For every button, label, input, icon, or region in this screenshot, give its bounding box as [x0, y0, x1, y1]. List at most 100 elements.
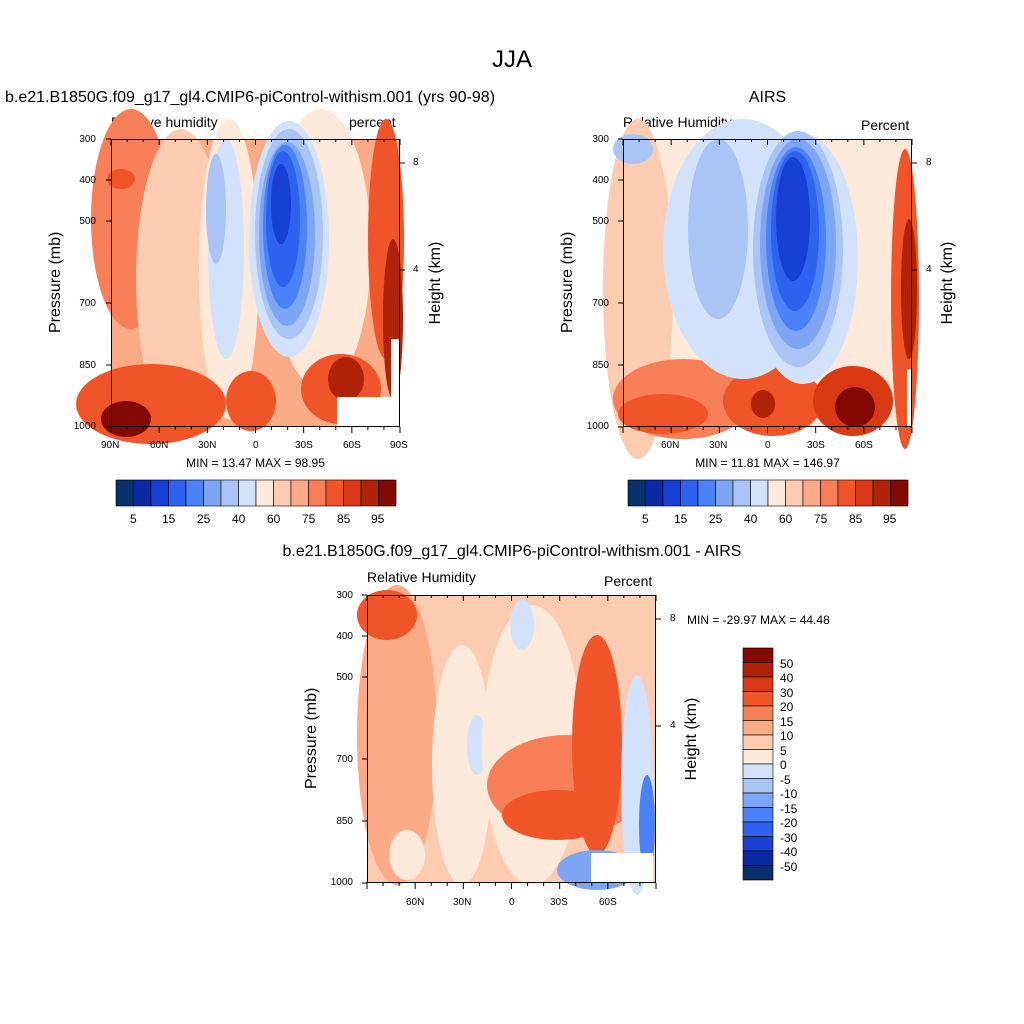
panel3-lat-tick: 60S: [599, 897, 617, 908]
panel1-colorbar-label: 95: [371, 512, 385, 526]
rh-contour-region: [751, 390, 775, 418]
panel2-ylabel-right: Height (km): [939, 241, 956, 325]
panel1-contour-plot: [76, 109, 405, 444]
panel2-lat-tick: 30N: [709, 440, 728, 451]
colorbar-swatch: [742, 836, 774, 852]
panel1-colorbar-label: 75: [302, 512, 316, 526]
panel3-lat-tick: 60N: [406, 897, 425, 908]
colorbar-swatch: [238, 479, 257, 507]
panel3-colorbar-label: 40: [780, 671, 794, 685]
rh-diff-contour-region: [510, 600, 534, 650]
panel3-right-label: Percent: [604, 573, 653, 589]
colorbar-swatch: [750, 479, 769, 507]
colorbar-swatch: [662, 479, 681, 507]
panel2-min-max: MIN = 11.81 MAX = 146.97: [695, 456, 840, 470]
panel1-lat-tick: 90N: [101, 440, 120, 451]
panel2-colorbar-label: 15: [674, 512, 688, 526]
colorbar-swatch: [742, 705, 774, 721]
panel1-colorbar-label: 85: [337, 512, 351, 526]
panel3-colorbar-label: -50: [780, 860, 798, 874]
panel3-colorbar-label: -30: [780, 831, 798, 845]
colorbar-swatch: [802, 479, 821, 507]
panel2-colorbar-label: 40: [744, 512, 758, 526]
colorbar-swatch: [133, 479, 152, 507]
colorbar-swatch: [742, 647, 774, 663]
panel1-lat-tick: 30S: [295, 440, 313, 451]
colorbar-swatch: [890, 479, 909, 507]
panel3-lat-tick: 30S: [550, 897, 568, 908]
panel3-pressure-tick: 700: [336, 754, 353, 765]
rh-contour-region: [76, 364, 226, 444]
panel3-pressure-tick: 500: [336, 672, 353, 683]
panel1-ylabel: Pressure (mb): [47, 231, 64, 333]
panel2-height-tick: 4: [926, 264, 932, 275]
panel3-title: b.e21.B1850G.f09_g17_gl4.CMIP6-piControl…: [282, 543, 742, 560]
panel3-colorbar-label: 10: [780, 729, 794, 743]
colorbar-swatch: [185, 479, 204, 507]
panel3-colorbar-label: 50: [780, 657, 794, 671]
panel3-colorbar-label: -5: [780, 773, 791, 787]
rh-diff-contour-region: [389, 830, 425, 880]
axis-frame: [362, 594, 661, 889]
colorbar-swatch: [742, 720, 774, 736]
colorbar-swatch: [645, 479, 664, 507]
panel1-pressure-tick: 400: [79, 175, 96, 186]
colorbar-swatch: [168, 479, 187, 507]
rh-contour-region: [226, 371, 276, 431]
colorbar-swatch: [150, 479, 169, 507]
panel3-min-max: MIN = -29.97 MAX = 44.48: [687, 613, 830, 627]
panel3-colorbar-label: 15: [780, 715, 794, 729]
missing-data-mask: [337, 397, 395, 427]
panel2-ylabel: Pressure (mb): [559, 231, 576, 333]
colorbar-swatch: [255, 479, 274, 507]
colorbar-swatch: [360, 479, 379, 507]
panel3-pressure-tick: 400: [336, 631, 353, 642]
panel3-colorbar-label: 30: [780, 686, 794, 700]
colorbar-swatch: [742, 734, 774, 750]
colorbar-swatch: [855, 479, 874, 507]
colorbar-swatch: [742, 691, 774, 707]
colorbar-swatch: [680, 479, 699, 507]
panel3-lat-tick: 30N: [453, 897, 472, 908]
panel3-ylabel: Pressure (mb): [303, 687, 320, 789]
rh-diff-contour-region: [357, 590, 417, 640]
panel3-colorbar-label: 0: [780, 758, 787, 772]
colorbar-swatch: [742, 662, 774, 678]
panel1-title: b.e21.B1850G.f09_g17_gl4.CMIP6-piControl…: [5, 89, 496, 106]
panel1-min-max: MIN = 13.47 MAX = 98.95: [186, 456, 325, 470]
rh-contour-region: [328, 357, 364, 401]
rh-contour-region: [101, 401, 151, 437]
panel3-colorbar-label: -10: [780, 787, 798, 801]
panel1-lat-tick: 30N: [198, 440, 217, 451]
panel2-right-label: Percent: [861, 117, 910, 133]
panel3-height-tick: 4: [670, 720, 676, 731]
missing-data-mask: [907, 369, 912, 427]
panel1-lat-tick: 0: [253, 440, 259, 451]
colorbar-swatch: [742, 821, 774, 837]
panel2-colorbar-label: 25: [709, 512, 723, 526]
colorbar-swatch: [697, 479, 716, 507]
panel2-title: AIRS: [748, 89, 787, 106]
rh-diff-contour-region: [357, 585, 437, 885]
panel1-lat-tick: 60N: [150, 440, 169, 451]
colorbar-swatch: [627, 479, 646, 507]
panel2-contour-plot: [603, 119, 919, 459]
rh-diff-contour-region: [639, 775, 655, 875]
missing-data-mask: [391, 339, 400, 427]
panel1-pressure-tick: 1000: [73, 421, 96, 432]
colorbar-swatch: [715, 479, 734, 507]
panel1-pressure-tick: 300: [79, 134, 96, 145]
panel2-pressure-tick: 300: [592, 134, 609, 145]
colorbar-swatch: [785, 479, 804, 507]
panel3-colorbar: [742, 647, 774, 881]
panel3-ylabel-right: Height (km): [683, 697, 700, 781]
axis-frame: [618, 138, 917, 433]
panel2-lat-tick: 60S: [855, 440, 873, 451]
panel2-pressure-tick: 700: [592, 298, 609, 309]
panel2-colorbar-label: 75: [814, 512, 828, 526]
panel2-height-tick: 8: [926, 157, 932, 168]
colorbar-swatch: [742, 778, 774, 794]
colorbar-swatch: [837, 479, 856, 507]
panel2-colorbar-label: 5: [642, 512, 649, 526]
rh-contour-region: [688, 139, 748, 319]
